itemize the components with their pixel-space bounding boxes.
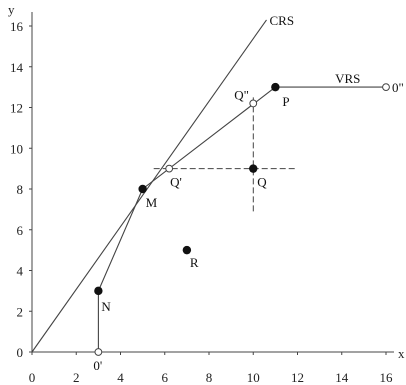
x-tick-label: 2: [73, 370, 80, 385]
y-tick-label: 6: [17, 223, 24, 238]
point-qpp-label: Q": [234, 87, 249, 102]
y-tick-label: 14: [10, 60, 24, 75]
frontier-lines: [31, 19, 386, 353]
point-p-label: P: [282, 94, 289, 109]
point-n-label: N: [101, 299, 111, 314]
frontier-crs-line: [31, 19, 267, 353]
point-m-label: M: [146, 195, 158, 210]
point-labels: CRS VRS N M P Q R Q' Q" 0' 0": [93, 13, 403, 373]
y-tick-label: 8: [17, 182, 24, 197]
point-0p-label: 0': [93, 358, 102, 373]
point-r-label: R: [190, 255, 199, 270]
point-qp-label: Q': [170, 175, 182, 190]
point-0pp: [382, 83, 390, 92]
dashed-guides: [153, 97, 298, 212]
y-tick-label: 4: [17, 264, 24, 279]
x-tick-label: 14: [335, 370, 349, 385]
frontier-vrs-label: VRS: [335, 71, 360, 86]
x-tick-label: 10: [247, 370, 260, 385]
frontier-vrs-line: [97, 86, 386, 352]
y-axis-label: y: [8, 2, 15, 17]
point-q-label: Q: [257, 175, 267, 190]
x-tick-label: 12: [291, 370, 304, 385]
y-tick-label: 2: [17, 304, 24, 319]
y-tick-label: 16: [10, 19, 24, 34]
point-r: [182, 245, 192, 255]
data-points: [94, 82, 390, 356]
x-tick-label: 8: [206, 370, 213, 385]
point-0pp-label: 0": [392, 80, 404, 95]
point-0p: [94, 348, 103, 356]
y-tick-label: 12: [10, 101, 23, 116]
frontier-crs-label: CRS: [270, 13, 295, 28]
x-tick-label: 16: [380, 370, 394, 385]
x-axis-label: x: [398, 346, 405, 361]
tick-labels: 0 2 4 6 8 10 12 14 16 0 2 4 6 8 10 12 14 16: [10, 19, 393, 385]
axes: [29, 12, 394, 355]
point-p: [271, 82, 280, 92]
point-qpp: [249, 99, 258, 108]
x-tick-label: 6: [162, 370, 169, 385]
point-m: [138, 184, 147, 194]
x-tick-label: 4: [117, 370, 124, 385]
y-tick-label: 10: [10, 141, 23, 156]
point-q: [249, 164, 258, 173]
point-qp: [165, 164, 174, 173]
y-tick-label: 0: [17, 345, 24, 360]
x-tick-label: 0: [29, 370, 36, 385]
point-n: [94, 286, 103, 296]
